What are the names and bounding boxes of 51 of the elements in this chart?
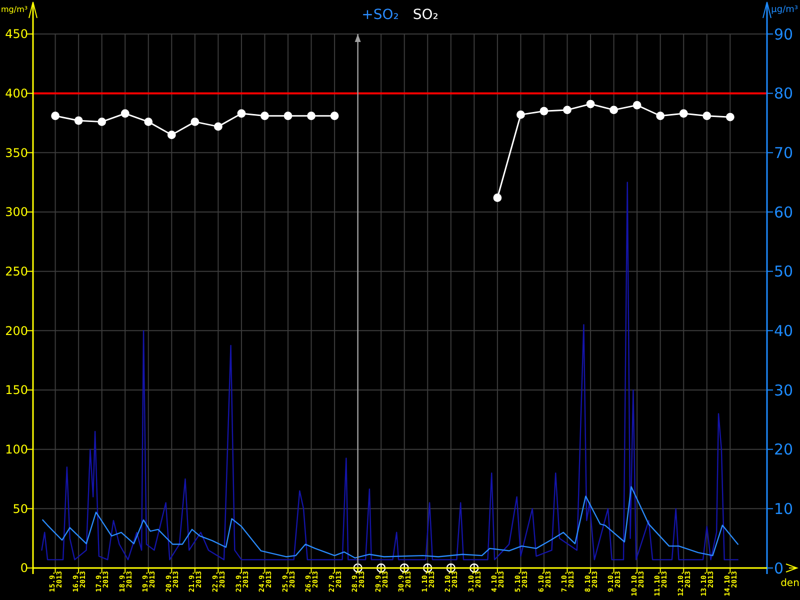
- y2-axis-title: µg/m³: [771, 5, 798, 15]
- y-tick-label: 200: [5, 324, 28, 338]
- point: [610, 106, 618, 114]
- point: [679, 109, 688, 118]
- point: [702, 112, 712, 120]
- point: [656, 112, 665, 120]
- y2-tick-label: 20: [774, 440, 794, 459]
- point: [540, 106, 548, 116]
- point: [307, 112, 316, 120]
- point: [51, 112, 60, 120]
- point: [74, 116, 83, 125]
- y-tick-label: 0: [20, 561, 28, 576]
- point: [190, 118, 200, 126]
- y2-tick-label: 10: [774, 500, 794, 518]
- y-tick-label: 250: [5, 264, 28, 279]
- point: [260, 112, 269, 120]
- point: [284, 112, 292, 120]
- y-tick-label: 450: [5, 27, 28, 42]
- point: [726, 112, 734, 122]
- y2-tick-label: 0: [774, 559, 784, 578]
- x-axis-title: den: [780, 578, 800, 589]
- point: [586, 100, 595, 108]
- point: [563, 106, 572, 114]
- line-series: [41, 182, 739, 560]
- y2-tick-label: 80: [774, 84, 794, 103]
- text: SO₂: [412, 7, 438, 23]
- y-axis-title: mg/m³: [1, 5, 28, 14]
- point: [516, 110, 525, 119]
- point: [120, 109, 130, 118]
- text: +SO₂: [362, 7, 399, 23]
- y2-tick-label: 50: [774, 262, 794, 281]
- y-tick-label: 100: [5, 442, 28, 457]
- point: [167, 130, 176, 140]
- y2-tick-label: 30: [774, 381, 794, 400]
- y-tick-label: 300: [5, 205, 28, 220]
- point: [330, 112, 339, 120]
- y2-tick-label: 60: [774, 203, 794, 222]
- line-series: [42, 486, 739, 559]
- point: [98, 118, 106, 126]
- y-tick-label: 150: [5, 383, 28, 398]
- y2-tick-label: 40: [774, 322, 794, 340]
- point: [214, 122, 222, 131]
- y-tick-label: 50: [12, 502, 28, 516]
- y-tick-label: 350: [5, 146, 28, 160]
- point: [632, 101, 642, 110]
- y2-tick-label: 70: [774, 144, 794, 162]
- y2-tick-label: 90: [774, 25, 794, 44]
- point: [493, 194, 502, 202]
- point: [144, 118, 153, 126]
- point: [237, 109, 246, 118]
- y-tick-label: 400: [5, 86, 28, 101]
